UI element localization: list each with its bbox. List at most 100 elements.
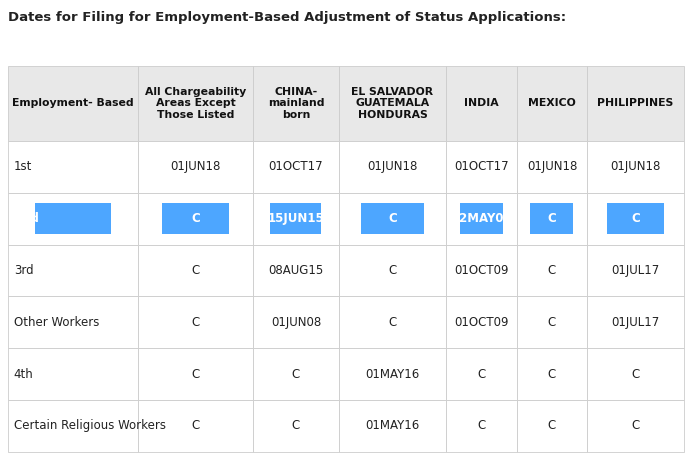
Text: C: C bbox=[192, 368, 200, 380]
Text: 01JUN18: 01JUN18 bbox=[527, 160, 577, 173]
Bar bbox=[517, 400, 588, 452]
Text: 01JUN18: 01JUN18 bbox=[170, 160, 221, 173]
Text: 08AUG15: 08AUG15 bbox=[268, 264, 324, 277]
Bar bbox=[8, 245, 138, 296]
Bar bbox=[253, 193, 338, 245]
Bar bbox=[446, 296, 517, 348]
Text: Certain Religious Workers: Certain Religious Workers bbox=[14, 419, 166, 432]
Bar bbox=[517, 193, 588, 245]
Text: CHINA-
mainland
born: CHINA- mainland born bbox=[268, 87, 324, 120]
Bar bbox=[253, 141, 338, 193]
Bar bbox=[138, 141, 253, 193]
Text: C: C bbox=[192, 264, 200, 277]
Text: 01JUN18: 01JUN18 bbox=[610, 160, 661, 173]
Bar bbox=[338, 66, 446, 141]
Bar bbox=[338, 296, 446, 348]
Text: 15JUN15: 15JUN15 bbox=[268, 212, 325, 225]
Text: PHILIPPINES: PHILIPPINES bbox=[597, 99, 673, 109]
Text: C: C bbox=[192, 419, 200, 432]
Text: 01OCT09: 01OCT09 bbox=[454, 316, 509, 329]
Text: C: C bbox=[192, 316, 200, 329]
Bar bbox=[517, 66, 588, 141]
Bar bbox=[253, 66, 338, 141]
Text: 4th: 4th bbox=[14, 368, 34, 380]
Text: C: C bbox=[548, 419, 556, 432]
Text: 01MAY16: 01MAY16 bbox=[365, 368, 419, 380]
FancyBboxPatch shape bbox=[35, 203, 111, 234]
Bar bbox=[446, 400, 517, 452]
Text: 01MAY16: 01MAY16 bbox=[365, 419, 419, 432]
Text: C: C bbox=[477, 368, 486, 380]
Bar bbox=[8, 141, 138, 193]
Text: EL SALVADOR
GUATEMALA
HONDURAS: EL SALVADOR GUATEMALA HONDURAS bbox=[352, 87, 433, 120]
Bar bbox=[446, 245, 517, 296]
Bar bbox=[8, 400, 138, 452]
FancyBboxPatch shape bbox=[271, 203, 322, 234]
Text: C: C bbox=[631, 368, 639, 380]
Text: C: C bbox=[548, 368, 556, 380]
Text: C: C bbox=[191, 212, 200, 225]
Bar bbox=[588, 400, 684, 452]
FancyBboxPatch shape bbox=[607, 203, 664, 234]
Text: 01JUL17: 01JUL17 bbox=[611, 264, 659, 277]
Text: Dates for Filing for Employment-Based Adjustment of Status Applications:: Dates for Filing for Employment-Based Ad… bbox=[8, 11, 567, 25]
FancyBboxPatch shape bbox=[460, 203, 503, 234]
Bar bbox=[8, 66, 138, 141]
Text: MEXICO: MEXICO bbox=[528, 99, 576, 109]
Bar bbox=[253, 245, 338, 296]
Text: C: C bbox=[547, 212, 556, 225]
Bar bbox=[588, 141, 684, 193]
Bar bbox=[338, 400, 446, 452]
Text: 22MAY09: 22MAY09 bbox=[451, 212, 512, 225]
Text: 01OCT17: 01OCT17 bbox=[454, 160, 509, 173]
Bar bbox=[138, 66, 253, 141]
Bar bbox=[138, 245, 253, 296]
Bar bbox=[446, 348, 517, 400]
Bar bbox=[253, 348, 338, 400]
Text: 01JUN08: 01JUN08 bbox=[271, 316, 321, 329]
Bar bbox=[588, 296, 684, 348]
Bar bbox=[253, 296, 338, 348]
Bar bbox=[338, 193, 446, 245]
Text: C: C bbox=[548, 264, 556, 277]
Bar bbox=[138, 296, 253, 348]
Text: C: C bbox=[477, 419, 486, 432]
Bar bbox=[8, 193, 138, 245]
Bar bbox=[338, 348, 446, 400]
Bar bbox=[253, 400, 338, 452]
Text: 01JUL17: 01JUL17 bbox=[611, 316, 659, 329]
Text: C: C bbox=[388, 212, 397, 225]
Text: 1st: 1st bbox=[14, 160, 33, 173]
Bar bbox=[338, 245, 446, 296]
Text: 2nd: 2nd bbox=[14, 212, 39, 225]
Bar bbox=[138, 400, 253, 452]
Bar bbox=[8, 348, 138, 400]
Text: 3rd: 3rd bbox=[14, 264, 33, 277]
Bar bbox=[517, 245, 588, 296]
Bar bbox=[588, 193, 684, 245]
Text: C: C bbox=[388, 316, 397, 329]
Text: Employment- Based: Employment- Based bbox=[12, 99, 134, 109]
FancyBboxPatch shape bbox=[531, 203, 574, 234]
Text: Other Workers: Other Workers bbox=[14, 316, 99, 329]
Bar bbox=[588, 245, 684, 296]
Bar bbox=[588, 66, 684, 141]
Bar bbox=[517, 141, 588, 193]
Bar bbox=[8, 296, 138, 348]
Text: All Chargeability
Areas Except
Those Listed: All Chargeability Areas Except Those Lis… bbox=[145, 87, 246, 120]
Bar bbox=[138, 193, 253, 245]
Bar bbox=[446, 141, 517, 193]
Text: C: C bbox=[292, 368, 300, 380]
Text: INDIA: INDIA bbox=[464, 99, 499, 109]
Text: 01OCT17: 01OCT17 bbox=[268, 160, 323, 173]
Bar bbox=[517, 296, 588, 348]
Bar bbox=[517, 348, 588, 400]
Bar bbox=[138, 348, 253, 400]
Bar bbox=[446, 66, 517, 141]
Text: C: C bbox=[631, 212, 640, 225]
Bar bbox=[338, 141, 446, 193]
Text: 01OCT09: 01OCT09 bbox=[454, 264, 509, 277]
Text: 01JUN18: 01JUN18 bbox=[367, 160, 417, 173]
Bar bbox=[588, 348, 684, 400]
FancyBboxPatch shape bbox=[162, 203, 230, 234]
